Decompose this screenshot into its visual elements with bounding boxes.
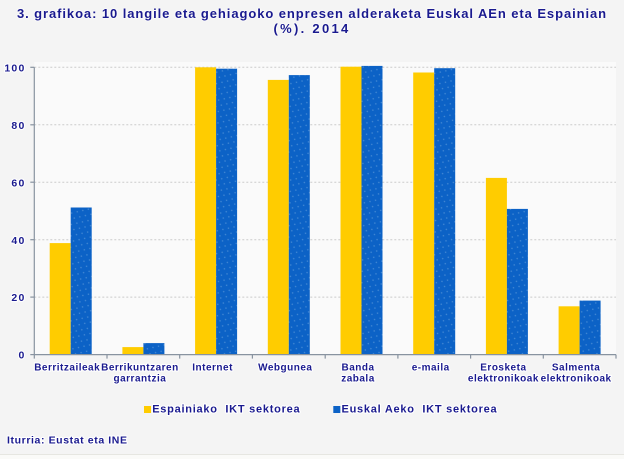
svg-text:0: 0 (18, 350, 25, 362)
svg-text:zabala: zabala (341, 374, 375, 385)
svg-text:elektronikoak: elektronikoak (468, 374, 539, 385)
svg-text:Erosketa: Erosketa (480, 363, 526, 374)
svg-text:Salmenta: Salmenta (552, 363, 600, 374)
svg-text:20: 20 (11, 292, 25, 304)
svg-text:elektronikoak: elektronikoak (541, 374, 612, 385)
svg-text:Berritzaileak: Berritzaileak (34, 363, 100, 374)
svg-text:Berrikuntzaren: Berrikuntzaren (101, 363, 179, 374)
svg-text:e-maila: e-maila (412, 363, 450, 374)
svg-text:Iturria: Eustat eta INE: Iturria: Eustat eta INE (7, 435, 128, 447)
svg-text:Espainiako IKT sektorea: Espainiako IKT sektorea (152, 404, 300, 416)
svg-text:60: 60 (11, 177, 25, 189)
svg-text:Euskal Aeko IKT sektorea: Euskal Aeko IKT sektorea (342, 404, 498, 416)
svg-text:Internet: Internet (192, 363, 233, 374)
svg-text:Webgunea: Webgunea (258, 363, 312, 374)
svg-text:40: 40 (11, 235, 25, 247)
svg-text:garrantzia: garrantzia (114, 374, 167, 385)
svg-text:80: 80 (11, 120, 25, 132)
svg-text:100: 100 (4, 62, 25, 74)
svg-text:Banda: Banda (341, 363, 374, 374)
